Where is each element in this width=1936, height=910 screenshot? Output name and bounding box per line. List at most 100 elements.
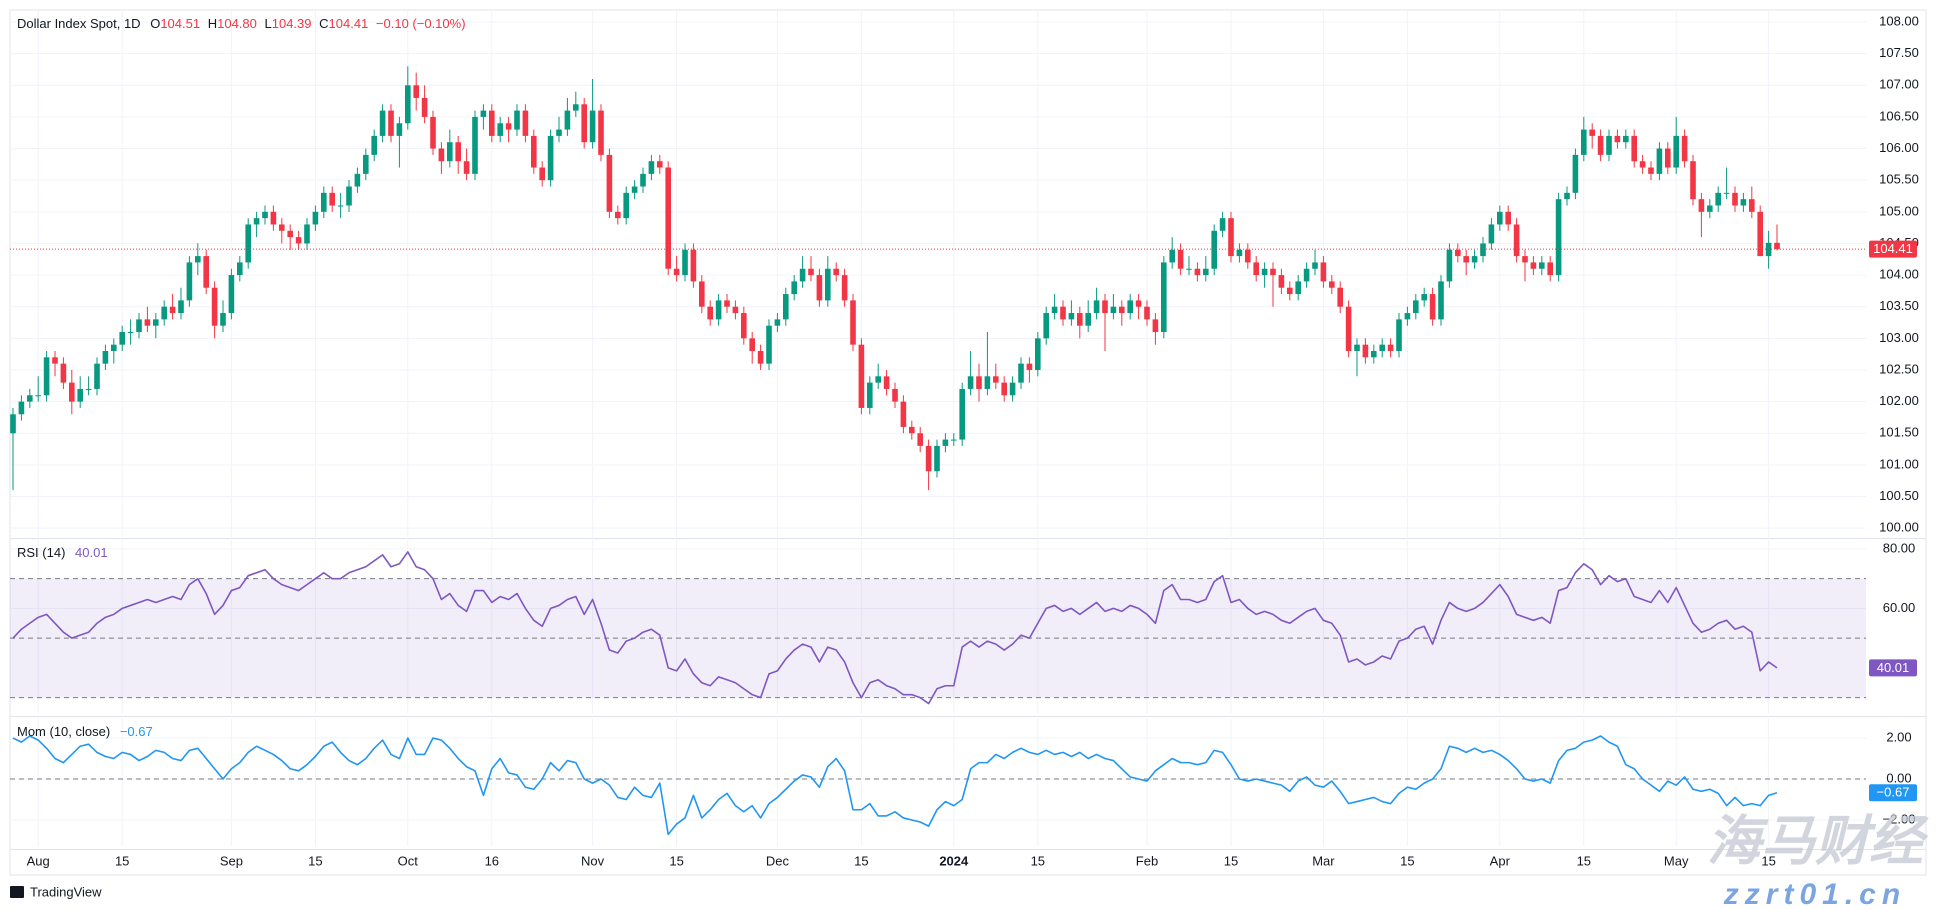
candle-body bbox=[1589, 129, 1595, 136]
candle-body bbox=[1085, 313, 1091, 326]
candle-body bbox=[94, 363, 100, 389]
candle-body bbox=[1774, 242, 1780, 250]
candle-body bbox=[1354, 344, 1360, 351]
candle-body bbox=[909, 426, 915, 434]
candle-body bbox=[841, 275, 848, 301]
candle-body bbox=[556, 129, 562, 136]
y-tick-label: 107.50 bbox=[1879, 45, 1919, 60]
candle-body bbox=[531, 135, 537, 168]
candle-body bbox=[77, 388, 83, 402]
candle-body bbox=[279, 224, 285, 231]
candle-body bbox=[346, 186, 352, 206]
candle-body bbox=[136, 319, 142, 333]
watermark-url: zzrt01.cn bbox=[1723, 878, 1906, 910]
candle-body bbox=[186, 262, 193, 301]
candle-body bbox=[657, 161, 663, 168]
candle-body bbox=[1018, 363, 1024, 383]
y-tick-label: 100.00 bbox=[1879, 520, 1919, 535]
candle-body bbox=[1673, 135, 1679, 168]
last-value-label: 40.01 bbox=[1877, 660, 1910, 675]
candle-body bbox=[925, 445, 932, 472]
candle-body bbox=[1236, 249, 1243, 257]
candle-body bbox=[993, 376, 999, 383]
candle-body bbox=[1203, 268, 1209, 276]
candle-body bbox=[640, 173, 646, 187]
candle-body bbox=[178, 300, 184, 314]
candle-body bbox=[1455, 249, 1461, 257]
candle-body bbox=[287, 230, 293, 238]
candle-body bbox=[1665, 148, 1671, 168]
candle-body bbox=[1051, 306, 1058, 314]
candle-body bbox=[1581, 129, 1587, 155]
x-tick-label: 15 bbox=[1761, 853, 1775, 868]
candle-body bbox=[1547, 262, 1553, 276]
candle-body bbox=[1253, 262, 1259, 276]
candle-body bbox=[1211, 230, 1217, 269]
candle-body bbox=[505, 123, 512, 130]
brand-logo bbox=[10, 886, 24, 898]
x-tick-label: 15 bbox=[1224, 853, 1238, 868]
y-tick-label: 103.00 bbox=[1879, 330, 1919, 345]
candle-body bbox=[1690, 161, 1696, 200]
x-tick-label: Sep bbox=[220, 853, 243, 868]
y-tick-label: 80.00 bbox=[1883, 540, 1916, 555]
candle-body bbox=[111, 344, 117, 351]
candle-body bbox=[539, 167, 545, 181]
candle-body bbox=[564, 110, 571, 130]
y-tick-label: −2.00 bbox=[1883, 811, 1916, 826]
ohlc-key: C bbox=[319, 16, 328, 31]
candle-body bbox=[598, 110, 604, 155]
candle-body bbox=[1505, 211, 1511, 225]
candle-body bbox=[1379, 344, 1385, 351]
candle-body bbox=[1698, 199, 1705, 212]
indicator-title: Mom (10, close) bbox=[17, 724, 110, 739]
candle-body bbox=[648, 161, 655, 174]
chart-title: Dollar Index Spot, 1D bbox=[17, 16, 141, 31]
candle-body bbox=[623, 192, 629, 219]
candle-body bbox=[967, 376, 974, 389]
candle-body bbox=[984, 376, 991, 389]
candle-body bbox=[699, 281, 705, 307]
candle-body bbox=[447, 142, 453, 162]
last-value-box bbox=[1869, 784, 1917, 802]
brand-name: TradingView bbox=[30, 884, 102, 899]
x-tick-label: 15 bbox=[1031, 853, 1045, 868]
candle-body bbox=[606, 154, 613, 212]
y-tick-label: 0.00 bbox=[1886, 770, 1911, 785]
x-tick-label: 15 bbox=[669, 853, 683, 868]
y-tick-label: 104.00 bbox=[1879, 267, 1919, 282]
y-tick-label: 103.50 bbox=[1879, 298, 1919, 313]
candle-body bbox=[203, 256, 209, 288]
candle-body bbox=[35, 395, 41, 397]
candle-body bbox=[682, 249, 688, 276]
candle-body bbox=[1723, 192, 1730, 194]
candle-body bbox=[757, 351, 764, 364]
candle-body bbox=[631, 186, 638, 193]
candle-body bbox=[741, 313, 747, 339]
candle-body bbox=[1623, 135, 1629, 143]
candle-body bbox=[1312, 262, 1318, 269]
candle-body bbox=[1707, 205, 1713, 212]
candle-body bbox=[1186, 268, 1192, 270]
candle-body bbox=[690, 249, 697, 282]
candle-body bbox=[892, 388, 898, 402]
candle-body bbox=[421, 97, 428, 117]
candle-body bbox=[405, 85, 411, 124]
candle-body bbox=[850, 300, 856, 345]
change: −0.10 (−0.10%) bbox=[376, 16, 466, 31]
candle-body bbox=[144, 319, 151, 326]
plot-area: 100.00 100.50 101.00 101.50 102.00 102.50 103.… bbox=[10, 10, 1919, 868]
candle-body bbox=[60, 363, 67, 383]
brand[interactable]: TradingView bbox=[10, 884, 102, 899]
candle-body bbox=[1715, 192, 1721, 206]
candle-body bbox=[1261, 268, 1268, 276]
candle-body bbox=[119, 332, 125, 345]
candle-body bbox=[783, 294, 789, 320]
candle-body bbox=[1228, 218, 1234, 257]
candle-body bbox=[1278, 275, 1285, 288]
candle-body bbox=[1539, 262, 1545, 269]
candle-body bbox=[1749, 199, 1755, 212]
candle-body bbox=[724, 300, 730, 307]
candle-body bbox=[1068, 313, 1075, 320]
